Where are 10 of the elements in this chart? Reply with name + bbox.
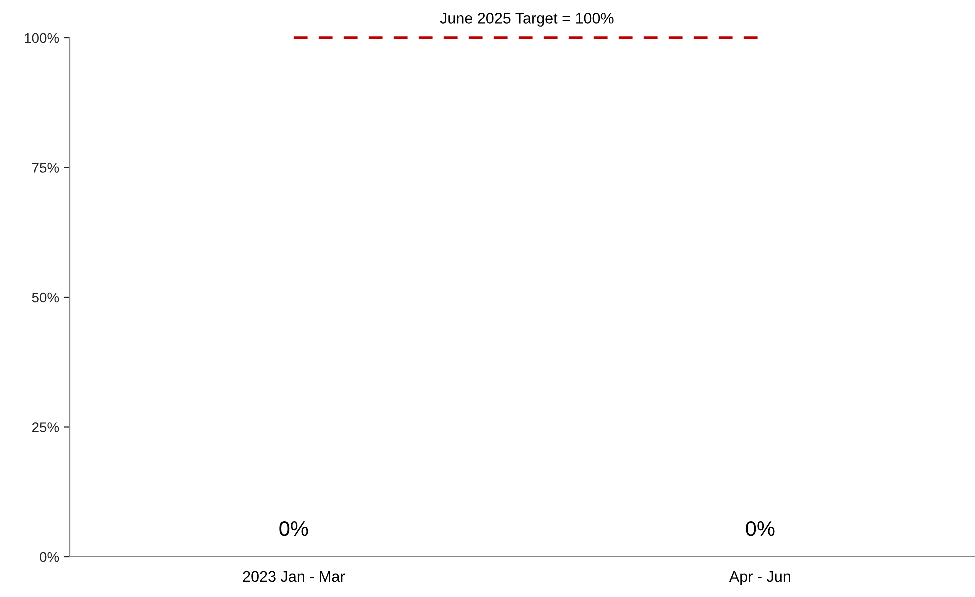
y-tick-label: 100%: [25, 33, 60, 44]
x-tick-label: Apr - Jun: [729, 571, 790, 586]
y-tick-label: 25%: [32, 422, 60, 432]
y-tick-label: 75%: [32, 163, 60, 173]
data-label: 0%: [280, 521, 308, 536]
data-label: 0%: [746, 521, 775, 536]
x-tick-label: 2023 Jan - Mar: [243, 571, 346, 582]
ref-line-label: June 2025 Target = 100%: [440, 13, 614, 27]
y-tick-label: 50%: [32, 292, 60, 303]
y-tick-label: 0%: [40, 552, 60, 562]
